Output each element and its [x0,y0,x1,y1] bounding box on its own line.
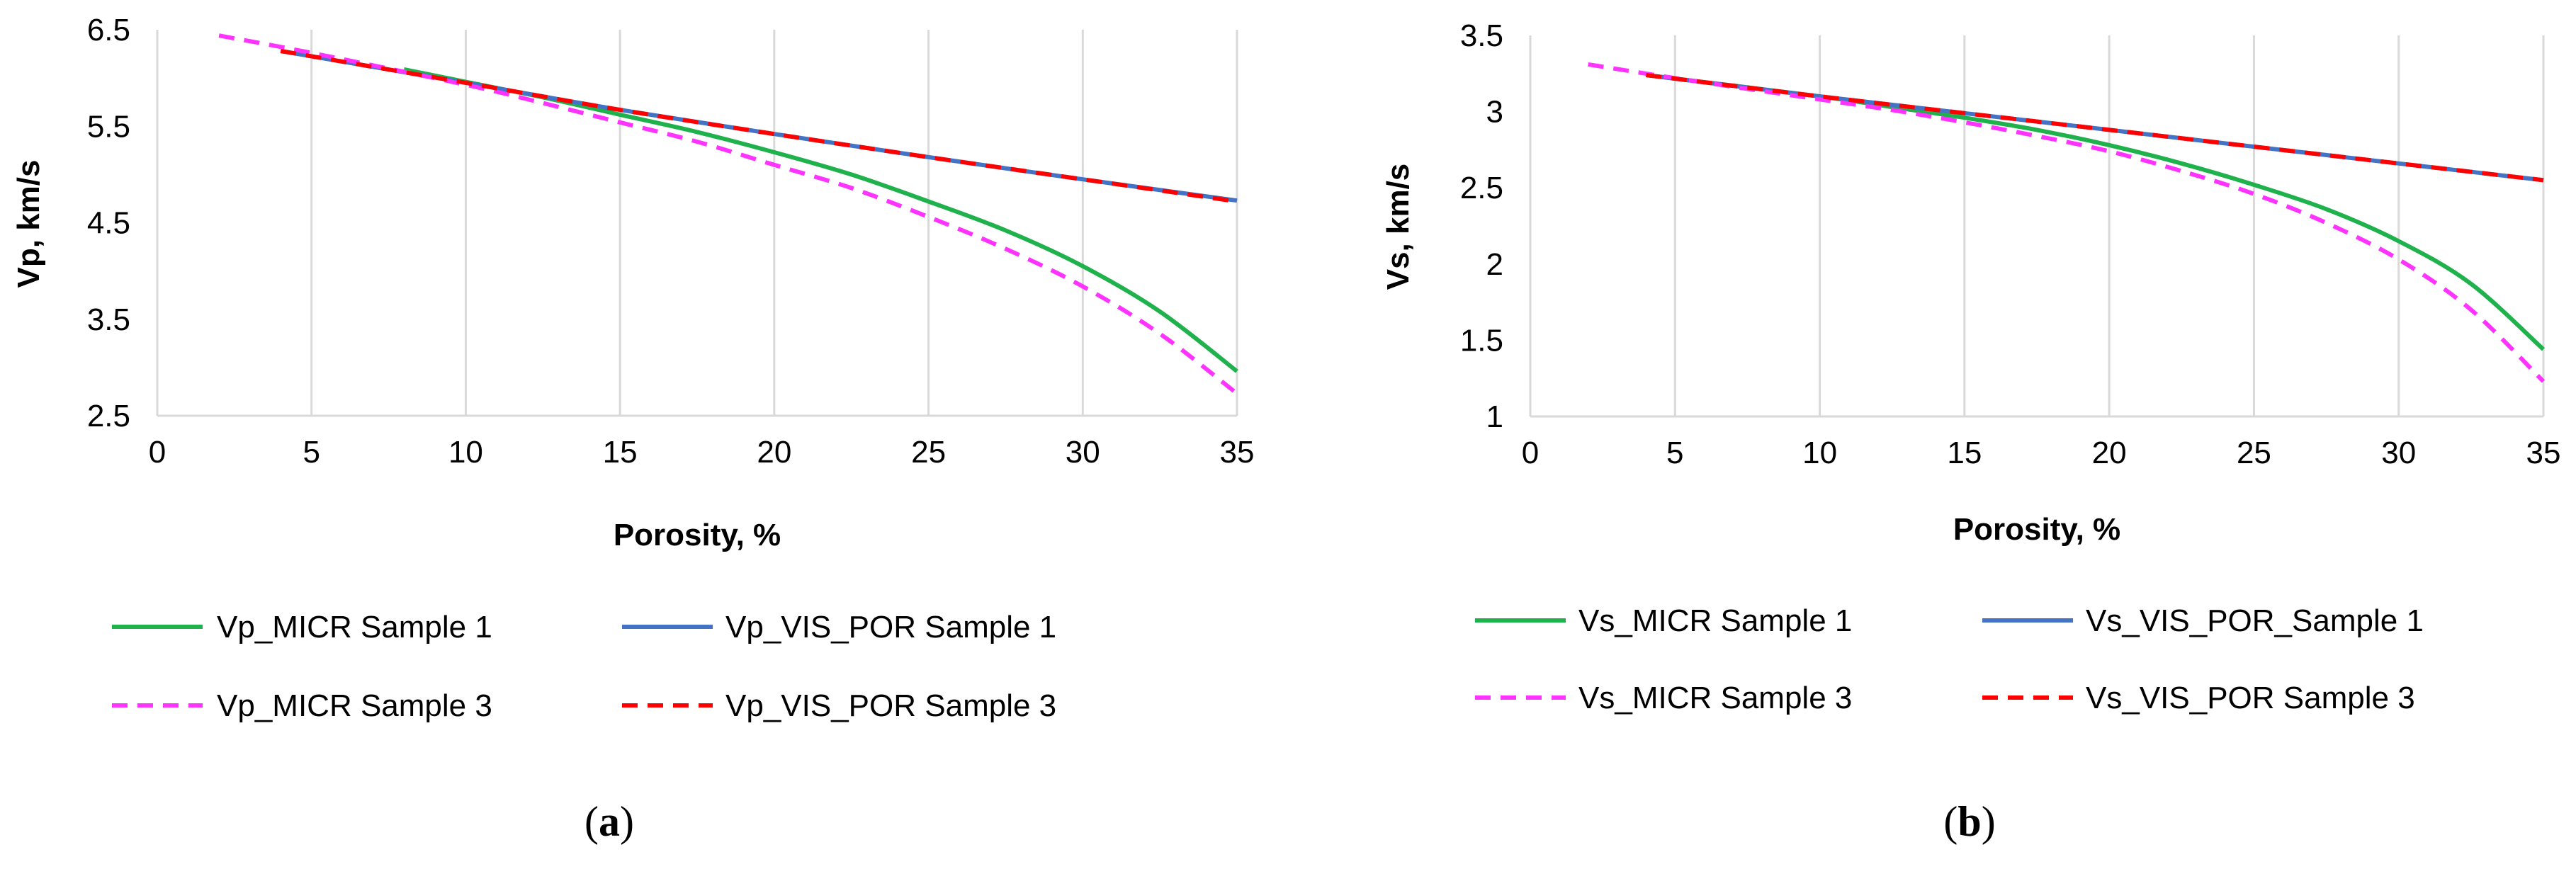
x-tick-label: 5 [303,435,320,470]
x-tick-label: 25 [2237,436,2271,470]
panel-label-close: ) [1982,798,1996,845]
x-tick-label: 30 [2381,436,2416,470]
y-tick-label: 2.5 [87,399,130,433]
legend-label: Vs_VIS_POR_Sample 1 [2086,603,2424,638]
legend-label: Vs_VIS_POR Sample 3 [2086,681,2415,715]
series-line [1588,62,2546,383]
x-tick-label: 25 [911,435,946,470]
y-tick-label: 2 [1486,247,1503,282]
x-tick-label: 0 [1522,436,1539,470]
chart-a: 0 5 10 15 20 25 30 35 2.5 3.5 4.5 5.5 6.5 Vp, km/s Por… [11,13,1254,845]
panel-label-open: ( [584,798,599,845]
x-axis-label: Porosity, % [1953,512,2120,547]
x-tick-label: 15 [603,435,638,470]
y-tick-label: 4.5 [87,206,130,241]
legend-label: Vp_MICR Sample 1 [217,610,492,644]
x-tick-label: 30 [1066,435,1100,470]
y-tick-label: 2.5 [1460,171,1503,205]
legend-label: Vp_VIS_POR Sample 1 [725,610,1056,644]
x-tick-label: 35 [2526,436,2561,470]
x-tick-label: 20 [2092,436,2127,470]
y-tick-label: 3.5 [87,302,130,337]
panel-label-letter: b [1958,798,1981,845]
x-tick-label: 35 [1220,435,1255,470]
series-line [1646,73,2544,183]
legend-label: Vp_VIS_POR Sample 3 [725,688,1056,723]
y-tick-label: 3.5 [1460,18,1503,53]
x-tick-label: 20 [757,435,791,470]
series-line [280,49,1238,204]
y-tick-label: 3 [1486,95,1503,130]
x-tick-label: 10 [448,435,483,470]
y-axis-label: Vs, km/s [1381,164,1416,290]
y-axis-label: Vp, km/s [11,160,46,288]
x-tick-label: 10 [1802,436,1837,470]
y-tick-label: 6.5 [87,13,130,47]
x-tick-label: 0 [149,435,166,470]
chart-b: 0 5 10 15 20 25 30 35 1 1.5 2 2.5 3 3.5 Vs, km/s Porosi… [1381,18,2560,845]
panel-label-letter: a [599,798,620,845]
x-axis-label: Porosity, % [614,518,781,552]
legend-label: Vp_MICR Sample 3 [217,688,492,723]
panel-label-close: ) [620,798,634,845]
x-tick-label: 15 [1947,436,1982,470]
x-tick-label: 5 [1666,436,1683,470]
legend-label: Vs_MICR Sample 3 [1578,681,1852,715]
panel-label: (a) [584,798,634,845]
series-line [218,33,1238,396]
y-tick-label: 1.5 [1460,323,1503,358]
y-tick-label: 5.5 [87,109,130,144]
panel-label-open: ( [1943,798,1958,845]
y-tick-label: 1 [1486,399,1503,434]
legend-label: Vs_MICR Sample 1 [1578,603,1852,638]
panel-label: (b) [1943,798,1995,845]
